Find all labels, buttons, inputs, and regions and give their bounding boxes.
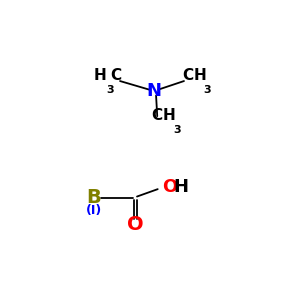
Text: B: B xyxy=(86,188,101,207)
Text: (I): (I) xyxy=(86,204,103,217)
Text: 3: 3 xyxy=(204,85,212,95)
Text: 3: 3 xyxy=(173,125,180,135)
Text: O: O xyxy=(162,178,177,196)
Text: H: H xyxy=(163,108,175,123)
Text: C: C xyxy=(182,68,194,83)
Text: H: H xyxy=(93,68,106,83)
Text: 3: 3 xyxy=(106,85,114,95)
Text: H: H xyxy=(193,68,206,83)
Text: C: C xyxy=(110,68,122,83)
Text: O: O xyxy=(127,215,143,234)
Text: H: H xyxy=(173,178,188,196)
Text: C: C xyxy=(152,108,163,123)
Text: N: N xyxy=(146,82,161,100)
